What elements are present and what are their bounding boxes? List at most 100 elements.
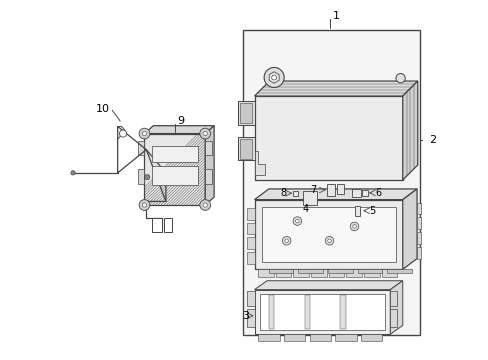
Bar: [337, 184, 343, 194]
Bar: [292, 191, 298, 196]
Text: 7: 7: [309, 185, 315, 195]
Bar: [361, 190, 367, 196]
Bar: [389, 292, 397, 306]
Bar: [363, 269, 379, 277]
Bar: [240, 103, 251, 123]
Bar: [205, 169, 211, 184]
Bar: [346, 269, 361, 277]
Bar: [386, 269, 411, 273]
Polygon shape: [389, 281, 402, 334]
Circle shape: [119, 130, 126, 137]
Circle shape: [349, 222, 358, 231]
Circle shape: [200, 128, 210, 139]
Bar: [303, 192, 316, 205]
Bar: [416, 217, 421, 229]
Bar: [144, 134, 205, 205]
Circle shape: [203, 203, 207, 207]
Bar: [261, 207, 395, 262]
Text: 3: 3: [242, 311, 248, 321]
Polygon shape: [402, 81, 417, 180]
Bar: [151, 166, 198, 185]
Bar: [326, 184, 334, 196]
Bar: [328, 269, 344, 277]
Bar: [246, 238, 254, 249]
Bar: [242, 30, 419, 336]
Bar: [240, 139, 251, 158]
Circle shape: [395, 73, 405, 83]
Polygon shape: [205, 126, 214, 205]
Circle shape: [271, 75, 276, 80]
Bar: [381, 269, 396, 277]
Polygon shape: [402, 189, 416, 269]
Circle shape: [327, 239, 331, 243]
Bar: [268, 295, 274, 329]
Bar: [351, 189, 360, 197]
Circle shape: [352, 225, 356, 228]
Text: 6: 6: [374, 188, 381, 198]
Bar: [268, 269, 293, 273]
Circle shape: [292, 217, 301, 225]
Circle shape: [139, 200, 149, 210]
Polygon shape: [254, 81, 417, 96]
Bar: [389, 309, 397, 327]
Bar: [298, 269, 323, 273]
Circle shape: [200, 200, 210, 210]
Text: 1: 1: [332, 12, 339, 21]
Bar: [151, 217, 162, 232]
Circle shape: [71, 171, 75, 175]
Circle shape: [285, 239, 288, 243]
Polygon shape: [254, 281, 402, 290]
Circle shape: [203, 131, 207, 136]
Bar: [293, 269, 308, 277]
Bar: [238, 102, 254, 125]
Text: 2: 2: [428, 135, 436, 145]
Circle shape: [139, 128, 149, 139]
Bar: [164, 217, 172, 232]
Bar: [340, 295, 345, 329]
Bar: [360, 334, 382, 341]
Bar: [304, 295, 309, 329]
Bar: [259, 294, 384, 330]
Circle shape: [142, 131, 146, 136]
Polygon shape: [269, 72, 279, 83]
Circle shape: [325, 237, 333, 245]
Text: 4: 4: [302, 204, 308, 214]
Bar: [246, 208, 254, 220]
Bar: [335, 334, 356, 341]
Bar: [247, 292, 254, 306]
Bar: [246, 223, 254, 234]
Bar: [416, 247, 421, 258]
Bar: [138, 169, 144, 184]
Bar: [283, 334, 305, 341]
Bar: [247, 309, 254, 327]
Circle shape: [282, 237, 290, 245]
Bar: [258, 334, 279, 341]
Circle shape: [264, 67, 284, 87]
Bar: [254, 200, 402, 269]
Polygon shape: [254, 189, 416, 200]
Bar: [258, 269, 273, 277]
Bar: [238, 137, 254, 160]
Bar: [416, 203, 421, 215]
Circle shape: [295, 219, 299, 223]
Text: 10: 10: [95, 104, 109, 113]
Bar: [310, 269, 326, 277]
Circle shape: [142, 203, 146, 207]
Circle shape: [144, 175, 149, 180]
Bar: [246, 252, 254, 264]
Bar: [416, 232, 421, 244]
Polygon shape: [254, 152, 264, 175]
Bar: [327, 269, 352, 273]
Bar: [309, 334, 330, 341]
Bar: [151, 146, 198, 162]
Bar: [275, 269, 291, 277]
Text: 8: 8: [280, 188, 285, 198]
Text: 5: 5: [368, 206, 374, 216]
Bar: [138, 141, 144, 155]
Bar: [354, 206, 359, 216]
Bar: [205, 141, 211, 155]
Bar: [254, 96, 402, 180]
Polygon shape: [144, 126, 214, 134]
Bar: [254, 290, 389, 334]
Text: 9: 9: [177, 116, 184, 126]
